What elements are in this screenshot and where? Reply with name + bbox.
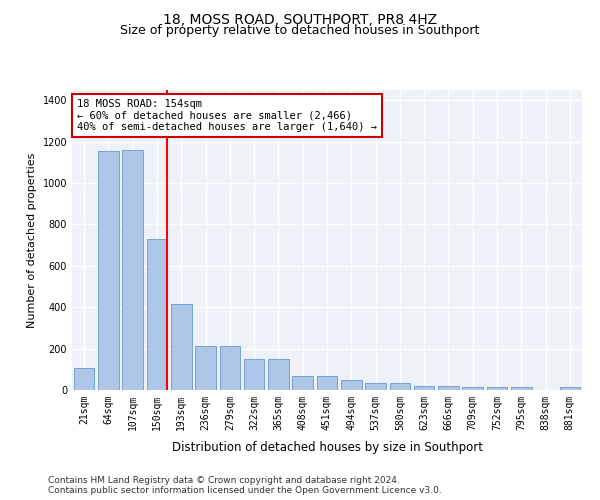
- Bar: [220, 346, 240, 390]
- Bar: [74, 368, 94, 390]
- Bar: [463, 387, 483, 390]
- Bar: [414, 386, 434, 390]
- Text: 18, MOSS ROAD, SOUTHPORT, PR8 4HZ: 18, MOSS ROAD, SOUTHPORT, PR8 4HZ: [163, 12, 437, 26]
- Bar: [122, 150, 143, 390]
- Bar: [292, 376, 313, 390]
- Bar: [365, 384, 386, 390]
- Bar: [146, 239, 167, 390]
- Text: Contains HM Land Registry data © Crown copyright and database right 2024.: Contains HM Land Registry data © Crown c…: [48, 476, 400, 485]
- Bar: [195, 346, 216, 390]
- Text: 18 MOSS ROAD: 154sqm
← 60% of detached houses are smaller (2,466)
40% of semi-de: 18 MOSS ROAD: 154sqm ← 60% of detached h…: [77, 99, 377, 132]
- Bar: [268, 359, 289, 390]
- X-axis label: Distribution of detached houses by size in Southport: Distribution of detached houses by size …: [172, 441, 482, 454]
- Bar: [487, 387, 508, 390]
- Text: Size of property relative to detached houses in Southport: Size of property relative to detached ho…: [121, 24, 479, 37]
- Text: Contains public sector information licensed under the Open Government Licence v3: Contains public sector information licen…: [48, 486, 442, 495]
- Bar: [98, 151, 119, 390]
- Bar: [244, 359, 265, 390]
- Bar: [560, 387, 580, 390]
- Bar: [317, 376, 337, 390]
- Bar: [171, 304, 191, 390]
- Bar: [341, 380, 362, 390]
- Bar: [389, 384, 410, 390]
- Bar: [511, 387, 532, 390]
- Bar: [438, 386, 459, 390]
- Y-axis label: Number of detached properties: Number of detached properties: [27, 152, 37, 328]
